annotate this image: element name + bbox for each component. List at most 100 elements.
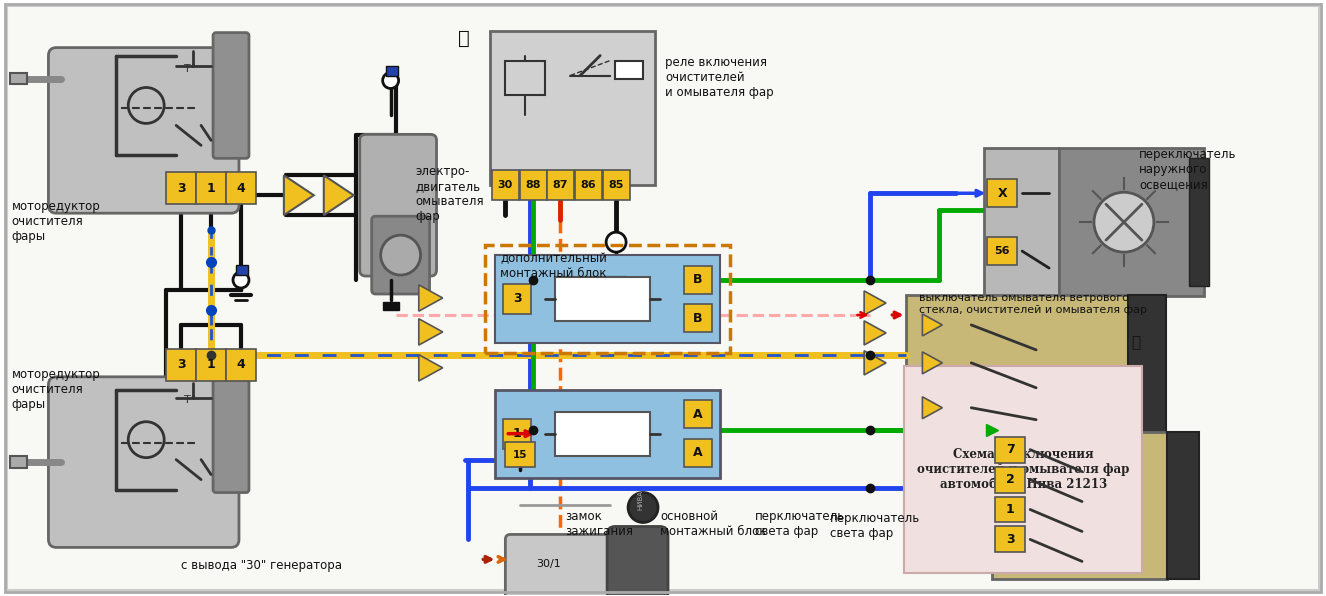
Bar bbox=[684, 305, 712, 333]
FancyBboxPatch shape bbox=[213, 367, 249, 492]
Text: 1: 1 bbox=[207, 358, 215, 371]
FancyBboxPatch shape bbox=[505, 535, 630, 596]
Text: 3: 3 bbox=[513, 293, 521, 306]
Bar bbox=[166, 349, 196, 381]
Bar bbox=[496, 255, 720, 343]
Bar bbox=[504, 419, 532, 449]
Text: моторедуктор
очистителя
фары: моторедуктор очистителя фары bbox=[12, 368, 101, 411]
Bar bbox=[9, 73, 28, 85]
Polygon shape bbox=[324, 175, 354, 215]
Bar bbox=[988, 237, 1017, 265]
Bar bbox=[383, 302, 399, 310]
Text: 3: 3 bbox=[1006, 533, 1014, 546]
Text: 56: 56 bbox=[994, 246, 1010, 256]
Bar bbox=[505, 61, 545, 95]
Bar bbox=[996, 496, 1025, 523]
Bar bbox=[615, 61, 643, 79]
Bar bbox=[1059, 148, 1204, 296]
Bar bbox=[574, 170, 602, 200]
Text: 87: 87 bbox=[553, 180, 568, 190]
Bar bbox=[236, 265, 248, 275]
Bar bbox=[992, 432, 1167, 579]
Bar bbox=[546, 170, 574, 200]
Polygon shape bbox=[865, 291, 886, 315]
Text: T°: T° bbox=[184, 395, 196, 405]
Bar bbox=[907, 295, 1131, 443]
Circle shape bbox=[381, 235, 420, 275]
Text: 3: 3 bbox=[176, 358, 186, 371]
Bar bbox=[1189, 159, 1209, 286]
FancyBboxPatch shape bbox=[49, 48, 239, 213]
Bar bbox=[556, 412, 650, 455]
Text: 86: 86 bbox=[581, 180, 595, 190]
Text: выключатель омывателя ветрового
стекла, очистителей и омывателя фар: выключатель омывателя ветрового стекла, … bbox=[919, 293, 1147, 315]
FancyBboxPatch shape bbox=[904, 366, 1142, 573]
Text: электро-
двигатель
омывателя
фар: электро- двигатель омывателя фар bbox=[415, 165, 484, 224]
Text: T°: T° bbox=[184, 64, 196, 73]
Polygon shape bbox=[923, 314, 943, 336]
Text: 🔦: 🔦 bbox=[457, 29, 469, 48]
Bar bbox=[9, 455, 28, 468]
Bar bbox=[1128, 295, 1166, 443]
FancyBboxPatch shape bbox=[49, 377, 239, 547]
Text: 1: 1 bbox=[513, 427, 521, 440]
Text: замок
зажигания: замок зажигания bbox=[565, 510, 634, 538]
Bar bbox=[196, 349, 225, 381]
Bar bbox=[996, 437, 1025, 462]
Bar bbox=[602, 170, 630, 200]
Text: моторедуктор
очистителя
фары: моторедуктор очистителя фары bbox=[12, 200, 101, 243]
Text: переключатель
наружного
освещения: переключатель наружного освещения bbox=[1139, 148, 1236, 191]
Bar bbox=[196, 172, 225, 204]
Text: дополнительный
монтажный блок: дополнительный монтажный блок bbox=[500, 252, 607, 280]
Bar bbox=[166, 172, 196, 204]
Text: 15: 15 bbox=[513, 449, 528, 460]
Text: A: A bbox=[693, 446, 703, 460]
Text: 1: 1 bbox=[1006, 503, 1014, 516]
Bar bbox=[504, 284, 532, 314]
Polygon shape bbox=[923, 352, 943, 374]
Bar bbox=[684, 401, 712, 429]
Text: 🔦: 🔦 bbox=[1131, 335, 1140, 350]
Text: перключатель
света фар: перключатель света фар bbox=[830, 511, 920, 539]
Bar bbox=[225, 172, 256, 204]
Bar bbox=[684, 266, 712, 294]
Polygon shape bbox=[865, 351, 886, 375]
Text: НИВА: НИВА bbox=[636, 489, 643, 510]
Circle shape bbox=[1094, 193, 1154, 252]
Bar bbox=[225, 349, 256, 381]
Bar bbox=[386, 66, 398, 76]
Bar bbox=[996, 526, 1025, 552]
Text: основной
монтажный блок: основной монтажный блок bbox=[660, 510, 766, 538]
FancyBboxPatch shape bbox=[607, 526, 668, 596]
Text: X: X bbox=[997, 187, 1006, 200]
Text: 30: 30 bbox=[497, 180, 513, 190]
FancyBboxPatch shape bbox=[213, 33, 249, 159]
Text: с вывода "30" генератора: с вывода "30" генератора bbox=[182, 560, 342, 572]
Circle shape bbox=[383, 73, 399, 88]
Bar bbox=[1167, 432, 1199, 579]
Polygon shape bbox=[923, 397, 943, 419]
Polygon shape bbox=[419, 319, 443, 345]
Text: перключатель
света фар: перключатель света фар bbox=[754, 510, 845, 538]
Text: Схема подключения
очистителей и омывателя фар
автомобиля Нива 21213: Схема подключения очистителей и омывател… bbox=[918, 448, 1130, 491]
Text: реле включения
очистителей
и омывателя фар: реле включения очистителей и омывателя ф… bbox=[666, 55, 773, 98]
Text: 1: 1 bbox=[207, 182, 215, 195]
Text: 3: 3 bbox=[176, 182, 186, 195]
Bar bbox=[988, 179, 1017, 207]
Text: 88: 88 bbox=[525, 180, 541, 190]
Polygon shape bbox=[865, 321, 886, 345]
Bar bbox=[996, 467, 1025, 492]
Bar bbox=[492, 170, 518, 200]
Polygon shape bbox=[419, 355, 443, 381]
Bar bbox=[556, 277, 650, 321]
Text: B: B bbox=[693, 273, 703, 286]
Text: 85: 85 bbox=[609, 180, 623, 190]
Bar bbox=[520, 170, 546, 200]
Circle shape bbox=[629, 492, 658, 523]
Circle shape bbox=[233, 272, 249, 288]
Text: 30/1: 30/1 bbox=[536, 560, 561, 569]
Text: 7: 7 bbox=[1006, 443, 1014, 456]
Text: 4: 4 bbox=[236, 182, 245, 195]
Text: 4: 4 bbox=[236, 358, 245, 371]
FancyBboxPatch shape bbox=[371, 216, 430, 294]
